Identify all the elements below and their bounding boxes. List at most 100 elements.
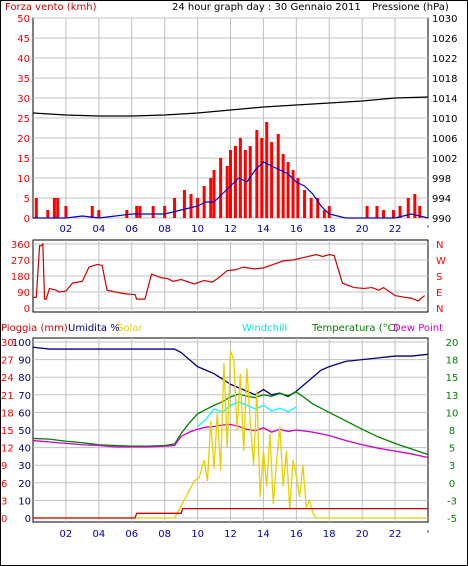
gust-bar [163,206,167,218]
direction-compass-label: N [436,304,443,315]
x-tick-label-top: 12 [224,224,237,235]
gust-bar [296,178,300,218]
direction-compass-label: E [436,288,442,299]
direction-line [33,242,426,302]
gust-bar [248,146,252,218]
pressure-tick-label: 1022 [432,54,457,65]
temperature-tick-label: 10 [446,408,459,419]
x-tick-label-bottom: 18 [323,529,336,540]
x-tick-label-top: 14 [257,224,270,235]
gust-bar [265,122,269,218]
dew-point-line [32,423,429,459]
pressure-tick-label: 1014 [432,94,457,105]
pressure-tick-label: 1002 [432,154,457,165]
wind-tick-label: 20 [17,134,30,145]
gust-bar [189,194,193,218]
x-tick-label-bottom: 08 [158,529,171,540]
wind-tick-label: 35 [17,74,30,85]
gust-bar [229,150,232,218]
gust-bar [138,206,142,218]
x-tick-label-bottom: 04 [92,529,105,540]
gust-bar [212,170,216,218]
direction-tick-label: 270 [11,256,30,267]
rain-tick-label: 24 [1,373,14,384]
humidity-tick-label: 10 [18,496,31,507]
direction-tick-label: 180 [11,272,30,283]
gust-bar [286,162,290,218]
x-tick-label-top: 08 [158,224,171,235]
temperature-tick-label: -3 [447,496,457,507]
gust-bar [46,210,50,218]
legend-solar: Solar [117,323,143,334]
x-tick-label-bottom: 22 [389,529,402,540]
windchill-line [197,401,297,427]
gust-bar [309,198,313,218]
chart-title: 24 hour graph day : 30 Gennaio 2011 [172,2,361,13]
x-tick-label-bottom: 10 [191,529,204,540]
x-tick-label-bottom: 20 [356,529,369,540]
humidity-tick-label: 0 [25,514,31,525]
gust-bar [413,194,417,218]
gust-bar [365,206,369,218]
legend-dewpoint: Dew Point [393,323,443,334]
direction-tick-label: 90 [17,288,30,299]
pressure-tick-label: 1018 [432,74,457,85]
x-tick-label-top: 04 [92,224,105,235]
x-tick-label-top: 16 [290,224,303,235]
gust-bar [196,198,200,218]
x-tick-label-bottom: 06 [125,529,138,540]
x-tick-label-bottom: 02 [60,529,73,540]
gust-bar [418,206,422,218]
humidity-tick-label: 100 [12,338,31,349]
wind-tick-label: 15 [17,154,30,165]
gust-bar [151,206,155,218]
pressure-tick-label: 994 [432,194,451,205]
axis-labels: 0202040406060808101012121414161618182020… [1,14,458,540]
x-tick-label-bottom: ' [427,529,430,540]
gust-bar [391,210,395,218]
pressure-tick-label: 1030 [432,14,457,25]
gust-bar [303,190,307,218]
gust-bar [316,198,320,218]
gust-bar [202,186,206,218]
gust-bar [90,206,94,218]
legend-temperature: Temperatura (°C) [311,323,399,334]
wind-tick-label: 50 [17,14,30,25]
direction-compass-label: N [436,240,443,251]
pressure-tick-label: 1010 [432,114,457,125]
gust-bar [243,150,247,218]
temperature-tick-label: 0 [449,479,455,490]
humidity-tick-label: 30 [18,461,31,472]
temperature-tick-label: 20 [446,338,459,349]
gust-bar [322,210,326,218]
legend-windchill: Windchill [242,323,287,334]
humidity-tick-label: 80 [18,373,31,384]
gust-bar [281,154,285,218]
humidity-tick-label: 50 [18,426,31,437]
rain-tick-label: 0 [1,514,7,525]
rain-tick-label: 27 [1,356,14,367]
gust-bar [255,130,259,218]
x-tick-label-top: 10 [191,224,204,235]
humidity-tick-label: 20 [18,479,31,490]
x-tick-label-top: 22 [389,224,402,235]
rain-tick-label: 9 [1,461,7,472]
direction-compass-label: S [436,272,442,283]
gust-bar [97,210,101,218]
rain-tick-label: 6 [1,479,7,490]
x-tick-label-top: 06 [125,224,138,235]
umidita-line [32,346,429,398]
x-tick-label-bottom: 14 [257,529,270,540]
gust-bar [238,138,242,218]
rain-tick-label: 30 [1,338,14,349]
gust-bar [182,190,186,218]
wind-tick-label: 30 [17,94,30,105]
temperature-tick-label: -5 [447,514,457,525]
direction-tick-label: 0 [24,304,30,315]
wind-tick-label: 10 [17,174,30,185]
x-tick-label-bottom: 12 [224,529,237,540]
gust-bar [64,206,68,218]
temperature-tick-label: 5 [449,444,455,455]
humidity-tick-label: 90 [18,356,31,367]
